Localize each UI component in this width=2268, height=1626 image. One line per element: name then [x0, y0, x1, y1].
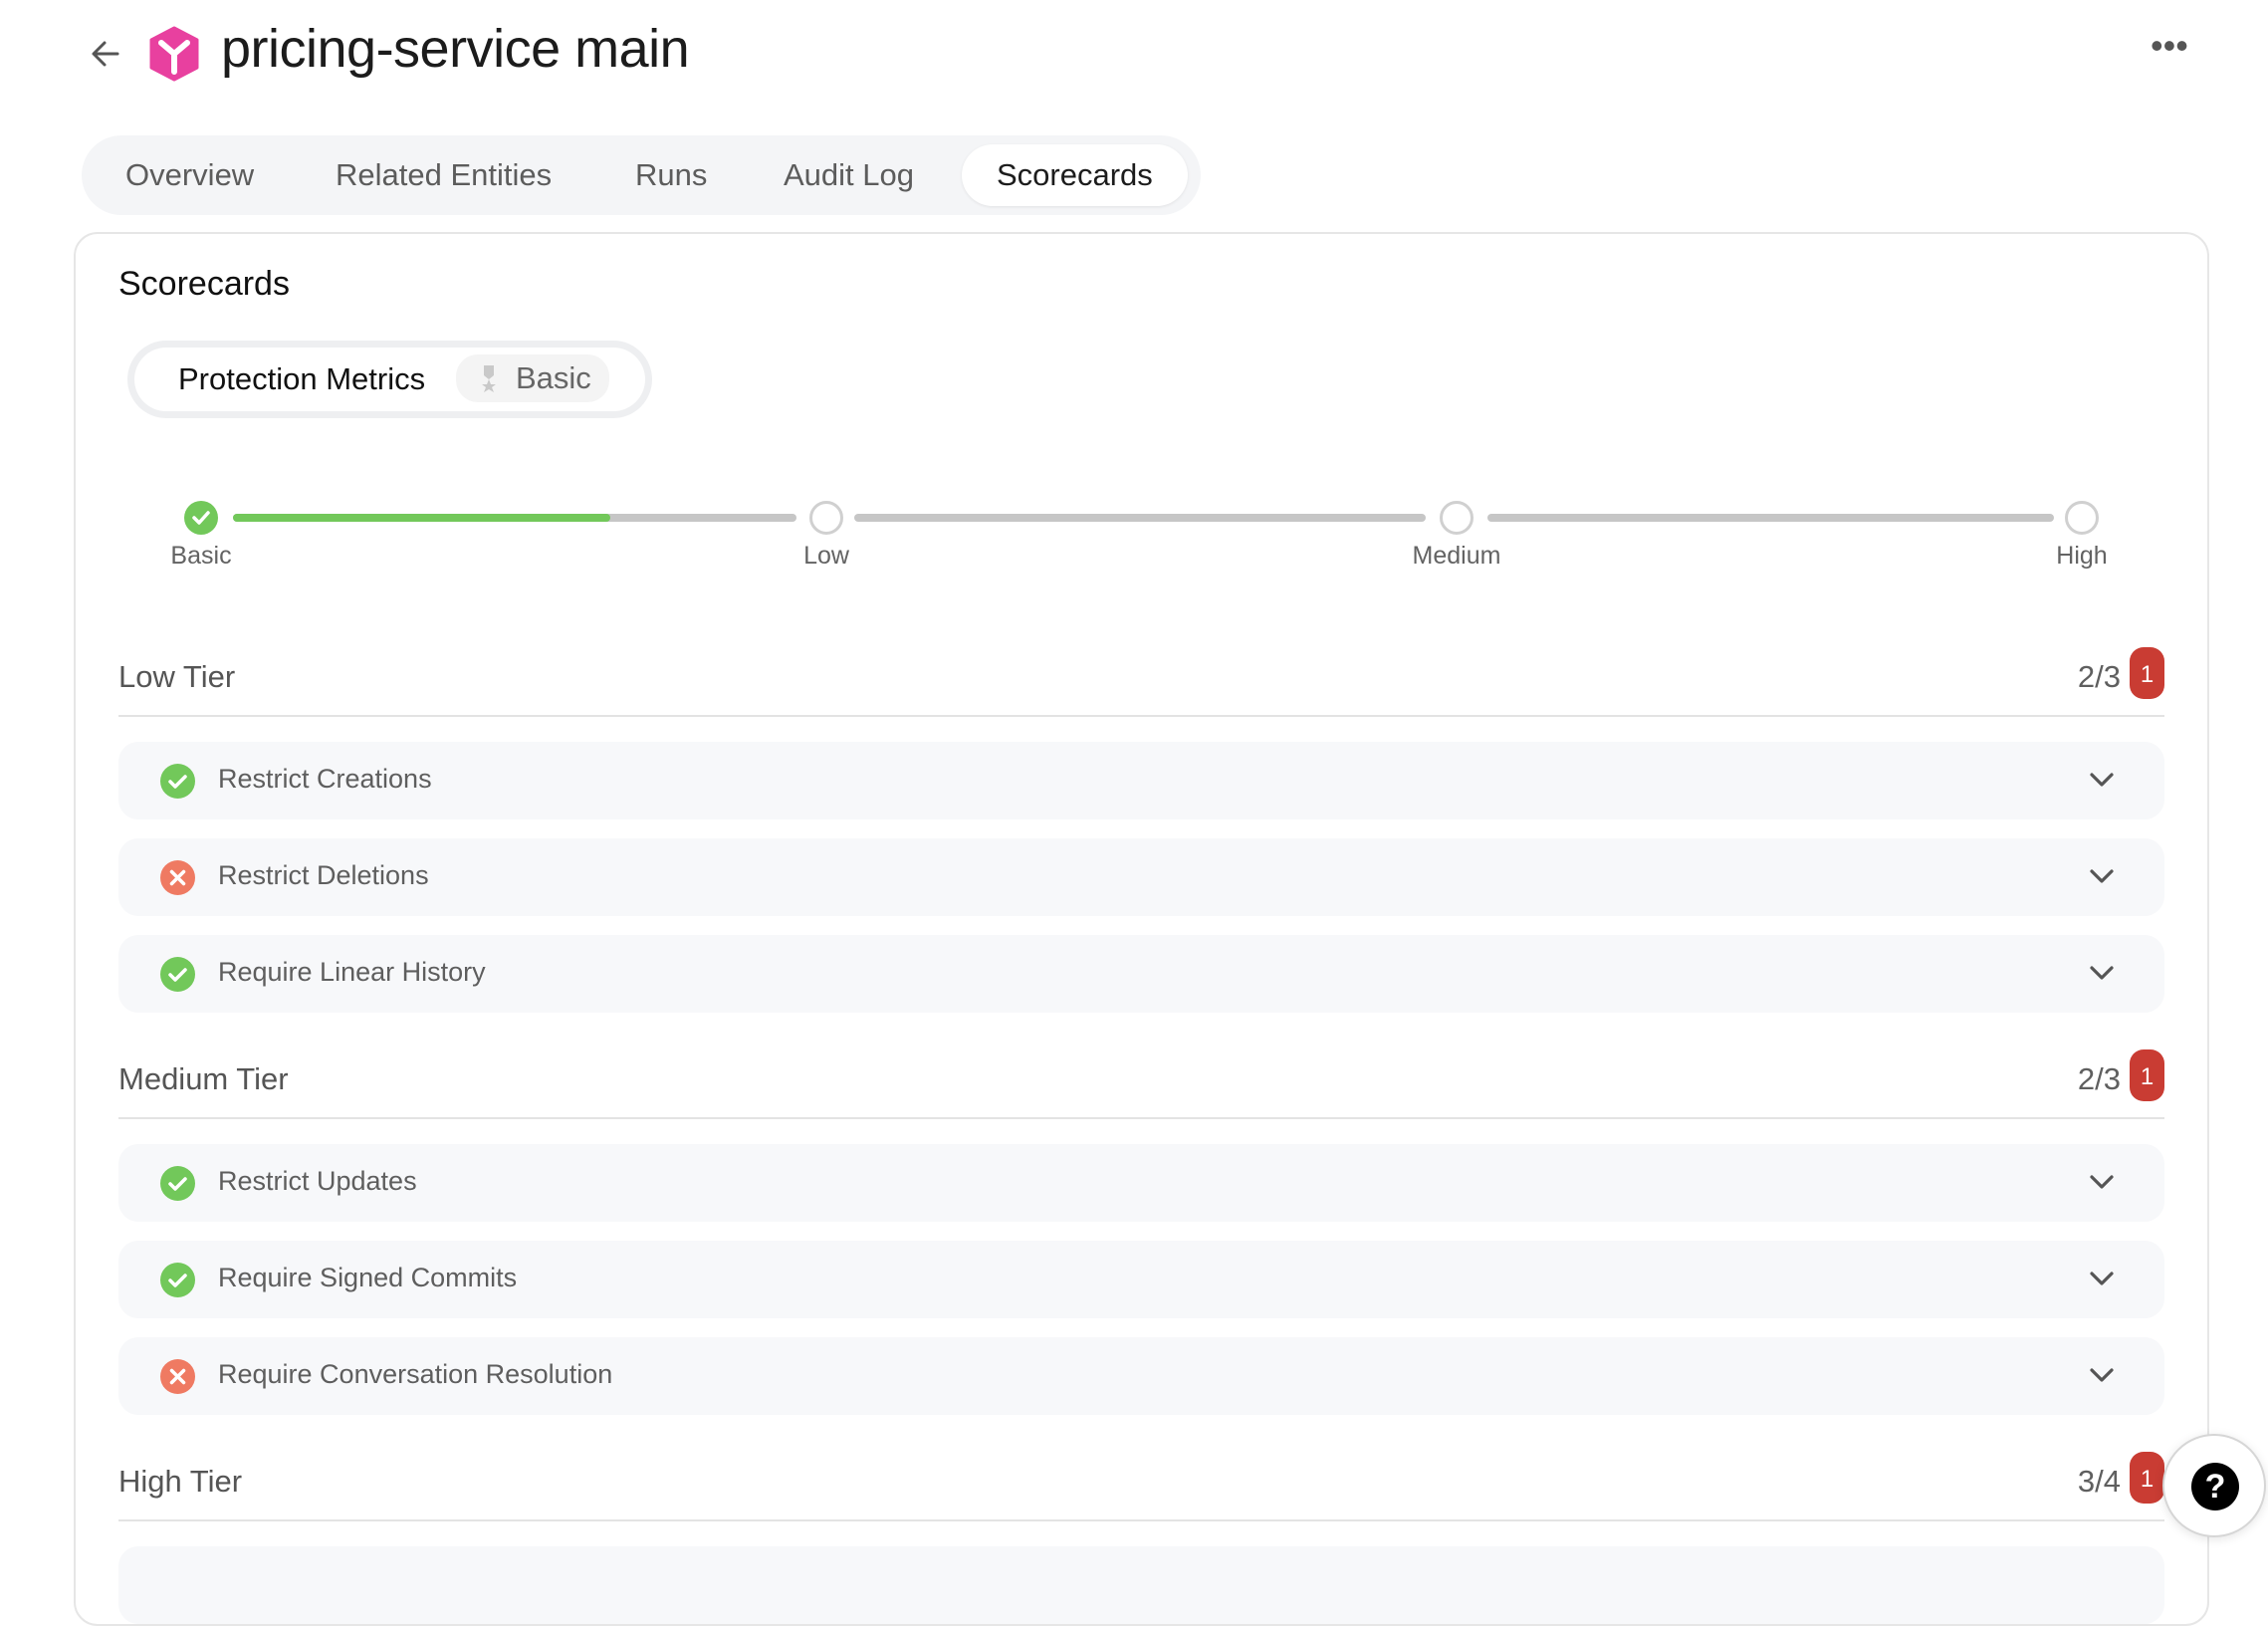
failing-count-badge: 1 [2130, 1452, 2164, 1504]
x-circle-icon [160, 860, 195, 895]
chevron-down-icon[interactable] [2089, 1365, 2115, 1385]
chevron-down-icon[interactable] [2089, 866, 2115, 886]
level-badge-label: Basic [516, 360, 591, 395]
level-pending-icon [809, 501, 843, 535]
tab-runs[interactable]: Runs [635, 157, 708, 192]
rule-label: Restrict Deletions [218, 860, 429, 890]
tier-header: Low Tier 2/3 1 [118, 647, 2164, 707]
tier-count: 2/3 [2077, 1061, 2121, 1096]
rule-row[interactable]: Require Signed Commits [118, 1241, 2164, 1318]
check-circle-icon [160, 1263, 195, 1297]
level-label: Basic [170, 542, 232, 570]
tier-header: Medium Tier 2/3 1 [118, 1049, 2164, 1109]
chevron-down-icon[interactable] [2089, 963, 2115, 983]
rule-label: Restrict Updates [218, 1166, 417, 1196]
rule-row[interactable]: Require Linear History [118, 935, 2164, 1013]
tab-overview[interactable]: Overview [125, 157, 255, 192]
level-label: High [2056, 542, 2108, 570]
tab-bar: Overview Related Entities Runs Audit Log… [82, 135, 1201, 215]
chevron-down-icon[interactable] [2089, 770, 2115, 790]
level-pending-icon [1440, 501, 1474, 535]
section-title: Scorecards [118, 265, 290, 303]
chevron-down-icon[interactable] [2089, 1172, 2115, 1192]
tier-name: High Tier [118, 1464, 243, 1499]
rule-label: Restrict Creations [218, 764, 432, 794]
tier-count: 3/4 [2077, 1464, 2121, 1499]
rule-row[interactable]: Restrict Updates [118, 1144, 2164, 1222]
page-title: pricing-service main [221, 19, 690, 79]
progress-segment [233, 514, 796, 522]
rule-label: Require Signed Commits [218, 1263, 518, 1292]
rule-label: Require Conversation Resolution [218, 1359, 613, 1389]
chevron-down-icon[interactable] [2089, 1269, 2115, 1288]
tab-scorecards[interactable]: Scorecards [962, 144, 1188, 206]
cube-icon [149, 26, 199, 82]
rule-row[interactable]: Restrict Deletions [118, 838, 2164, 916]
failing-count-badge: 1 [2130, 1049, 2164, 1101]
back-arrow-icon[interactable] [86, 34, 125, 74]
failing-count-badge: 1 [2130, 647, 2164, 699]
progress-segment [854, 514, 1426, 522]
help-button[interactable]: ? [2162, 1434, 2266, 1537]
more-options-icon[interactable]: ••• [2151, 25, 2188, 66]
help-icon: ? [2191, 1463, 2239, 1510]
check-circle-icon [160, 764, 195, 799]
tier-header: High Tier 3/4 1 [118, 1452, 2164, 1511]
level-label: Low [803, 542, 849, 570]
scorecards-panel [74, 232, 2209, 1626]
x-circle-icon [160, 1359, 195, 1394]
check-circle-icon [160, 957, 195, 992]
rule-row[interactable] [118, 1546, 2164, 1624]
tier-name: Low Tier [118, 659, 236, 694]
rule-row[interactable]: Restrict Creations [118, 742, 2164, 819]
check-circle-icon [160, 1166, 195, 1201]
scorecard-name: Protection Metrics [178, 361, 426, 396]
tier-name: Medium Tier [118, 1061, 289, 1096]
level-label: Medium [1412, 542, 1501, 570]
progress-fill [233, 514, 611, 522]
rule-label: Require Linear History [218, 957, 486, 987]
progress-segment [1487, 514, 2054, 522]
tab-audit-log[interactable]: Audit Log [784, 157, 914, 192]
level-badge: Basic [456, 354, 609, 402]
tier-count: 2/3 [2077, 659, 2121, 694]
tab-related-entities[interactable]: Related Entities [336, 157, 553, 192]
rule-row[interactable]: Require Conversation Resolution [118, 1337, 2164, 1415]
level-pending-icon [2065, 501, 2099, 535]
divider [118, 1117, 2164, 1119]
divider [118, 715, 2164, 717]
medal-icon [482, 365, 496, 392]
scorecard-selector[interactable]: Protection Metrics Basic [127, 341, 652, 418]
level-achieved-icon [184, 501, 218, 535]
divider [118, 1519, 2164, 1521]
